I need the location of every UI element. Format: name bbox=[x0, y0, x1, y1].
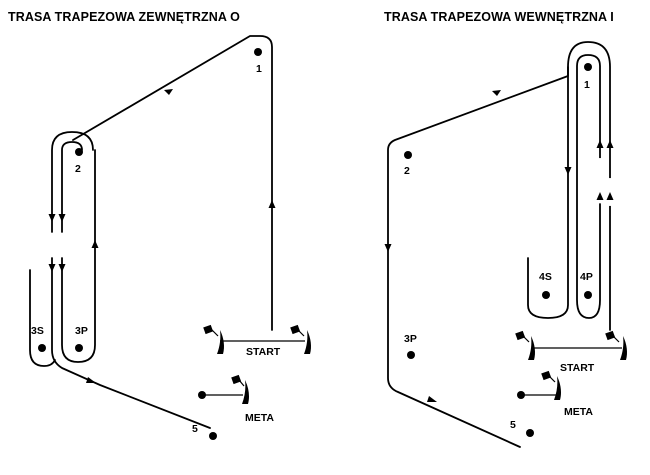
right-arrow-down-left bbox=[384, 244, 392, 252]
right-mark-5 bbox=[526, 429, 534, 437]
left-course: 1 2 3S 3P 5 START META bbox=[29, 35, 311, 440]
right-arrow-reach bbox=[427, 396, 437, 402]
right-start-boat-right bbox=[605, 330, 627, 360]
right-arrow-diagonal bbox=[492, 90, 501, 96]
right-arrow-down bbox=[564, 167, 572, 175]
right-route-mark1-loop bbox=[527, 66, 569, 319]
right-finish-label: META bbox=[564, 406, 593, 418]
right-course: 1 2 3P 4S 4P 5 START META bbox=[384, 41, 627, 448]
left-mark-1 bbox=[254, 48, 262, 56]
left-arrow-down-4 bbox=[58, 264, 66, 272]
right-label-4s: 4S bbox=[539, 271, 552, 283]
right-mark-2 bbox=[404, 151, 412, 159]
right-arrow-up-2 bbox=[606, 140, 614, 148]
left-arrow-diagonal bbox=[164, 89, 173, 95]
left-mark-3s bbox=[38, 344, 46, 352]
right-route-outer bbox=[387, 41, 611, 448]
left-route-3s-hook bbox=[29, 269, 56, 367]
right-arrow-up-1 bbox=[596, 140, 604, 148]
right-mark-1 bbox=[584, 63, 592, 71]
left-arrow-up bbox=[268, 200, 276, 208]
left-arrow-down-3 bbox=[48, 264, 56, 272]
left-label-3s: 3S bbox=[31, 325, 44, 337]
left-finish-label: META bbox=[245, 412, 274, 424]
right-label-1: 1 bbox=[584, 79, 590, 91]
left-route-gate-leg bbox=[51, 257, 211, 429]
left-start-label: START bbox=[246, 346, 281, 358]
right-start-boat-left bbox=[515, 330, 535, 360]
left-route-mark2-loop-inner bbox=[61, 141, 83, 233]
left-arrow-reach bbox=[86, 377, 96, 383]
left-start-boat-left bbox=[203, 324, 224, 354]
right-label-2: 2 bbox=[404, 165, 410, 177]
right-course-title: TRASA TRAPEZOWA WEWNĘTRZNA I bbox=[384, 10, 614, 24]
right-label-4p: 4P bbox=[580, 271, 593, 283]
left-course-title: TRASA TRAPEZOWA ZEWNĘTRZNA O bbox=[8, 10, 240, 24]
left-label-5: 5 bbox=[192, 423, 198, 435]
left-label-1: 1 bbox=[256, 63, 262, 75]
right-route-mark1-inner bbox=[576, 54, 601, 319]
left-start-boat-right bbox=[290, 324, 311, 354]
left-finish-boat bbox=[231, 374, 249, 404]
left-mark-3p bbox=[75, 344, 83, 352]
left-label-3p: 3P bbox=[75, 325, 88, 337]
right-mark-4s bbox=[542, 291, 550, 299]
right-mark-4p bbox=[584, 291, 592, 299]
left-mark-5 bbox=[209, 432, 217, 440]
left-route-upwind bbox=[72, 35, 273, 331]
left-mark-2 bbox=[75, 148, 83, 156]
left-route-right-leg bbox=[61, 149, 96, 363]
left-label-2: 2 bbox=[75, 163, 81, 175]
right-label-3p: 3P bbox=[404, 333, 417, 345]
left-route-mark2-loop-outer bbox=[51, 131, 94, 233]
right-start-label: START bbox=[560, 362, 595, 374]
right-mark-3p bbox=[407, 351, 415, 359]
right-arrow-up-4 bbox=[606, 192, 614, 200]
right-label-5: 5 bbox=[510, 419, 516, 431]
left-arrow-up-2 bbox=[91, 240, 99, 248]
left-arrow-down-2 bbox=[58, 214, 66, 222]
left-arrow-down-1 bbox=[48, 214, 56, 222]
right-finish-boat bbox=[541, 370, 561, 400]
right-arrow-up-3 bbox=[596, 192, 604, 200]
